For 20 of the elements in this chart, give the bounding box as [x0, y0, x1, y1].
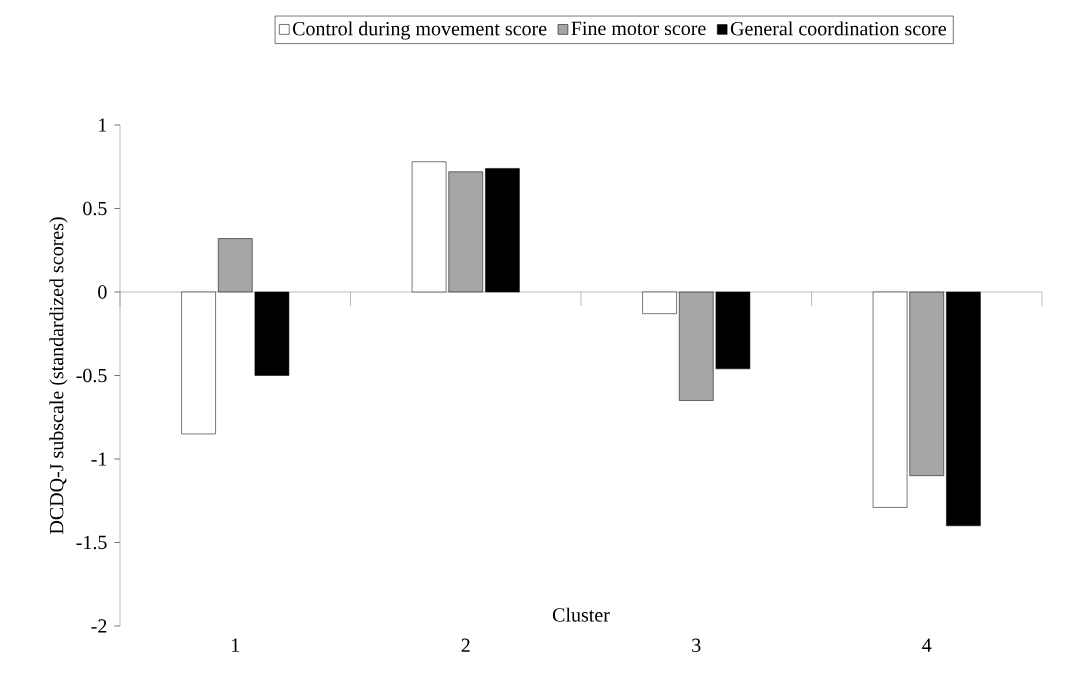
legend-label: Fine motor score — [571, 21, 706, 36]
legend-label: Control during movement score — [292, 21, 547, 40]
x-tick-label: 4 — [922, 638, 932, 652]
x-tick-label: 3 — [692, 638, 701, 653]
y-tick-label: -1.5 — [76, 535, 107, 550]
bar — [485, 168, 520, 293]
bar — [946, 291, 981, 527]
y-tick-label: 0 — [98, 285, 107, 299]
y-tick-label: -2 — [91, 619, 107, 633]
y-tick-label: -0.5 — [76, 368, 107, 383]
y-tick-label: 1 — [99, 118, 107, 132]
legend-label: General coordination score — [730, 21, 946, 36]
x-axis-title: Cluster — [552, 607, 610, 622]
y-tick-label: -1 — [91, 452, 107, 466]
y-axis-title: DCDQ-J subscale (standardized scores) — [49, 217, 68, 535]
bar — [642, 291, 677, 314]
bar — [181, 291, 216, 435]
x-tick-label: 1 — [232, 638, 240, 652]
x-tick-label: 2 — [461, 638, 470, 652]
y-tick-label: 0.5 — [83, 201, 107, 216]
